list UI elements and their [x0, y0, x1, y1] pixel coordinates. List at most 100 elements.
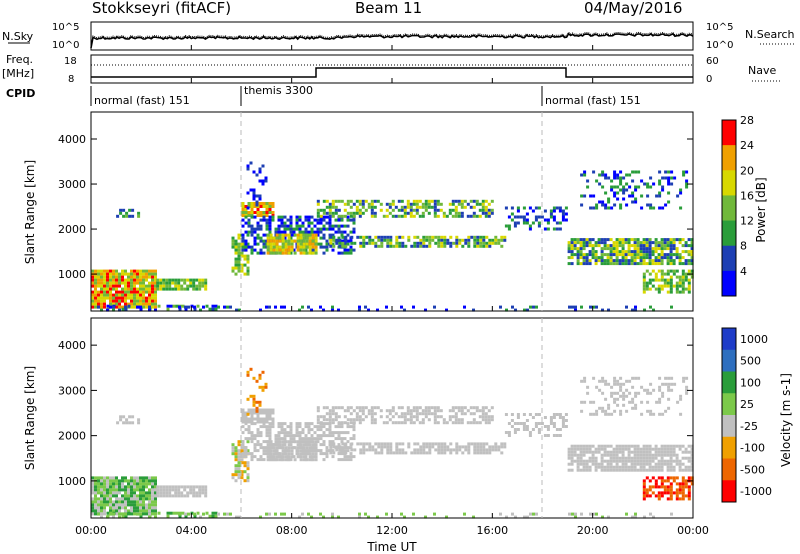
echo-cell — [610, 185, 614, 189]
echo-cell — [262, 239, 266, 243]
echo-cell — [619, 385, 623, 389]
echo-cell — [94, 275, 97, 279]
echo-cell — [358, 199, 362, 203]
echo-cell — [403, 412, 407, 416]
echo-cell — [148, 479, 151, 483]
echo-cell — [174, 485, 178, 489]
echo-cell — [690, 244, 694, 248]
echo-cell — [283, 215, 287, 219]
echo-cell — [204, 278, 208, 282]
echo-cell — [127, 290, 130, 294]
echo-cell — [151, 503, 154, 507]
echo-cell — [479, 241, 483, 245]
echo-cell — [379, 415, 383, 419]
echo-cell — [464, 238, 468, 242]
echo-cell — [165, 278, 169, 282]
echo-cell — [666, 485, 670, 489]
colorbar-tick-label: 1000 — [740, 333, 768, 346]
echo-cell — [660, 491, 664, 495]
echo-cell — [338, 451, 342, 455]
echo-cell — [313, 230, 317, 234]
echo-cell — [190, 511, 194, 515]
echo-cell — [532, 512, 535, 516]
echo-cell — [159, 485, 163, 489]
echo-cell — [616, 391, 620, 395]
echo-cell — [564, 206, 568, 210]
echo-cell — [151, 494, 154, 498]
echo-cell — [690, 262, 694, 266]
echo-cell — [94, 269, 97, 273]
echo-cell — [352, 437, 356, 441]
echo-cell — [247, 202, 251, 205]
echo-cell — [286, 218, 290, 222]
echo-cell — [415, 211, 419, 215]
echo-cell — [455, 448, 459, 452]
echo-cell — [217, 512, 220, 516]
echo-cell — [159, 278, 163, 282]
echo-cell — [265, 214, 269, 217]
echo-cell — [370, 421, 374, 425]
echo-cell — [633, 465, 637, 469]
echo-cell — [615, 250, 619, 254]
echo-cell — [627, 465, 631, 469]
echo-cell — [302, 236, 306, 240]
echo-cell — [570, 244, 574, 248]
echo-cell — [667, 376, 671, 380]
echo-cell — [588, 259, 592, 263]
echo-cell — [337, 214, 341, 218]
echo-cell — [687, 259, 691, 263]
echo-cell — [576, 253, 580, 257]
echo-cell — [388, 412, 392, 416]
echo-cell — [322, 251, 326, 255]
echo-cell — [292, 248, 296, 252]
echo-cell — [322, 245, 326, 249]
echo-cell — [648, 488, 652, 492]
echo-cell — [543, 434, 547, 437]
echo-cell — [100, 293, 103, 297]
echo-cell — [567, 447, 571, 451]
echo-cell — [103, 272, 106, 276]
echo-cell — [685, 179, 689, 183]
echo-cell — [660, 459, 664, 463]
echo-cell — [151, 272, 154, 276]
echo-cell — [271, 417, 275, 421]
echo-cell — [253, 449, 257, 453]
echo-cell — [268, 512, 271, 516]
echo-cell — [109, 479, 112, 483]
echo-cell — [353, 241, 357, 245]
echo-cell — [516, 209, 520, 213]
echo-cell — [241, 431, 245, 435]
echo-cell — [289, 221, 293, 225]
echo-cell — [391, 421, 395, 425]
echo-cell — [298, 224, 302, 228]
echo-cell — [681, 244, 685, 248]
echo-cell — [466, 421, 470, 425]
echo-cell — [365, 442, 369, 446]
echo-cell — [262, 411, 266, 415]
echo-cell — [177, 488, 181, 492]
colorbar-swatch — [722, 195, 736, 222]
echo-cell — [552, 425, 556, 428]
echo-cell — [482, 241, 486, 245]
echo-cell — [576, 262, 580, 266]
noise-search-series — [90, 31, 694, 47]
echo-cell — [661, 206, 665, 210]
echo-cell — [350, 241, 354, 245]
echo-cell — [364, 208, 368, 212]
echo-cell — [507, 215, 511, 219]
echo-cell — [237, 458, 241, 462]
echo-cell — [442, 418, 446, 422]
echo-cell — [666, 450, 670, 454]
echo-cell — [331, 431, 335, 435]
echo-cell — [165, 491, 169, 495]
echo-cell — [133, 278, 136, 282]
echo-cell — [624, 462, 628, 466]
echo-cell — [308, 233, 312, 237]
echo-cell — [172, 304, 176, 308]
echo-cell — [497, 445, 501, 449]
echo-cell — [395, 235, 399, 239]
echo-cell — [400, 412, 404, 416]
echo-cell — [246, 191, 250, 195]
echo-cell — [269, 251, 273, 255]
echo-cell — [433, 208, 437, 212]
